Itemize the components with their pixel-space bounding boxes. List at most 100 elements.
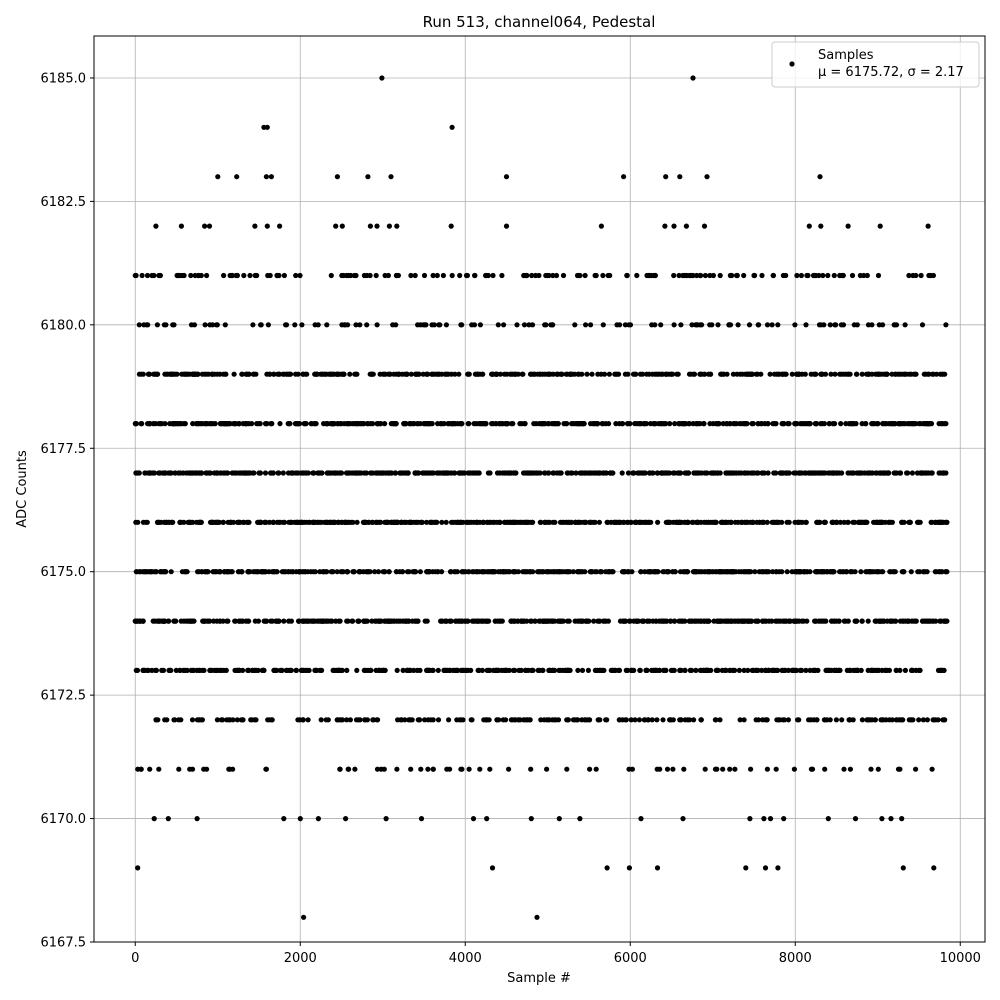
- data-point: [755, 618, 761, 624]
- data-point: [443, 667, 449, 674]
- data-point: [576, 371, 582, 377]
- data-point: [400, 667, 406, 674]
- data-point: [835, 667, 842, 674]
- data-point: [730, 569, 736, 575]
- data-point: [651, 421, 657, 427]
- data-point: [851, 322, 857, 328]
- data-point: [624, 519, 630, 525]
- data-point: [445, 421, 451, 427]
- data-point: [902, 322, 908, 328]
- data-point: [352, 766, 358, 772]
- data-point: [236, 667, 243, 674]
- data-point: [190, 421, 196, 427]
- data-point: [865, 322, 872, 328]
- data-point: [396, 618, 402, 624]
- data-point: [551, 470, 557, 476]
- data-point: [338, 717, 344, 723]
- data-point: [748, 470, 754, 476]
- data-point: [324, 421, 330, 427]
- data-point: [477, 766, 483, 772]
- x-tick-label: 4000: [449, 951, 482, 966]
- data-point: [560, 272, 567, 279]
- data-point: [919, 322, 926, 328]
- data-point: [521, 322, 528, 328]
- data-point: [901, 519, 907, 525]
- data-point: [720, 421, 726, 427]
- data-point: [182, 569, 188, 575]
- data-point: [686, 421, 692, 427]
- data-point: [657, 371, 663, 377]
- data-point: [427, 421, 433, 427]
- data-point: [505, 421, 511, 427]
- data-point: [217, 371, 223, 377]
- data-point: [792, 322, 798, 328]
- data-point: [925, 223, 931, 229]
- data-point: [424, 667, 430, 674]
- data-point: [449, 124, 455, 130]
- data-point: [812, 618, 818, 624]
- data-point: [616, 421, 623, 427]
- data-point: [388, 174, 394, 180]
- data-point: [557, 667, 564, 674]
- data-point: [830, 569, 836, 575]
- data-point: [392, 470, 398, 476]
- data-point: [456, 371, 462, 377]
- data-point: [711, 470, 717, 476]
- data-point: [345, 766, 351, 772]
- data-point: [717, 717, 723, 723]
- data-point: [324, 470, 330, 476]
- data-point: [897, 421, 903, 427]
- data-point: [901, 569, 907, 575]
- data-point: [469, 717, 475, 723]
- data-point: [843, 421, 849, 427]
- data-point: [926, 618, 933, 624]
- data-point: [815, 470, 821, 476]
- data-point: [864, 272, 870, 279]
- data-point: [309, 618, 315, 624]
- data-point: [203, 470, 209, 476]
- data-point: [805, 272, 811, 279]
- data-point: [269, 569, 275, 575]
- data-point: [786, 470, 792, 476]
- data-point: [268, 421, 274, 427]
- data-point: [284, 667, 290, 674]
- data-point: [557, 519, 564, 525]
- data-point: [154, 322, 160, 328]
- data-point: [240, 519, 246, 525]
- data-point: [289, 470, 295, 476]
- data-point: [431, 322, 437, 328]
- data-point: [920, 421, 926, 427]
- data-point: [149, 272, 155, 279]
- data-point: [349, 470, 355, 476]
- data-point: [264, 371, 270, 377]
- data-point: [800, 618, 807, 624]
- data-point: [932, 569, 938, 575]
- data-point: [334, 569, 340, 575]
- data-point: [223, 667, 229, 674]
- data-point: [276, 371, 282, 377]
- data-point: [189, 766, 196, 772]
- data-point: [910, 717, 916, 723]
- data-point: [474, 618, 480, 624]
- data-point: [221, 272, 227, 279]
- data-point: [913, 766, 919, 772]
- data-point: [886, 717, 893, 723]
- data-point: [498, 421, 504, 427]
- data-point: [939, 667, 945, 674]
- data-point: [541, 470, 548, 476]
- data-point: [408, 272, 414, 279]
- data-point: [193, 421, 199, 427]
- data-point: [296, 618, 302, 624]
- data-point: [443, 519, 449, 525]
- data-point: [604, 717, 610, 723]
- data-point: [879, 816, 885, 822]
- data-point: [300, 717, 306, 723]
- data-point: [335, 519, 342, 525]
- data-point: [636, 717, 643, 723]
- data-point: [566, 618, 572, 624]
- data-point: [581, 519, 587, 525]
- data-point: [676, 421, 682, 427]
- data-point: [884, 667, 890, 674]
- data-point: [386, 470, 392, 476]
- data-point: [940, 519, 947, 525]
